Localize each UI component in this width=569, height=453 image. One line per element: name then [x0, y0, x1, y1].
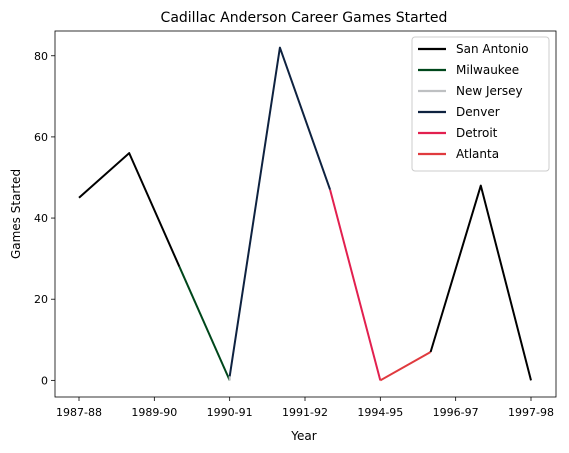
legend-entry: San Antonio — [456, 42, 529, 56]
y-tick-label: 20 — [34, 293, 48, 306]
legend-entry: Atlanta — [456, 147, 499, 161]
series-line-3 — [228, 46, 332, 377]
series-line-5 — [379, 351, 432, 382]
y-axis-label: Games Started — [9, 169, 23, 259]
y-tick-label: 40 — [34, 212, 48, 225]
chart-title: Cadillac Anderson Career Games Started — [161, 10, 448, 26]
series-line-4 — [329, 189, 382, 381]
x-axis: 1987-88 1989-90 1990-91 1991-92 1994-95 1996-… — [56, 397, 554, 419]
legend-entry: Denver — [456, 105, 500, 119]
y-tick-label: 80 — [34, 50, 48, 63]
legend-entry: Detroit — [456, 126, 498, 140]
x-tick-label: 1989-90 — [131, 406, 177, 419]
x-tick-label: 1997-98 — [508, 406, 554, 419]
x-tick-label: 1994-95 — [357, 406, 403, 419]
y-tick-label: 60 — [34, 131, 48, 144]
legend-entry: Milwaukee — [456, 63, 519, 77]
x-tick-label: 1996-97 — [433, 406, 479, 419]
legend-box — [411, 36, 550, 172]
y-axis: 0 20 40 60 80 — [34, 50, 55, 387]
x-tick-label: 1990-91 — [207, 406, 253, 419]
legend-entry: New Jersey — [456, 84, 523, 98]
y-tick-label: 0 — [41, 374, 48, 387]
x-axis-label: Year — [290, 429, 316, 443]
x-tick-label: 1991-92 — [282, 406, 328, 419]
plot-area — [78, 46, 532, 382]
legend: San Antonio Milwaukee New Jersey Denver Detr… — [411, 36, 550, 172]
series-line-1 — [178, 266, 231, 381]
series-line-0 — [78, 152, 181, 268]
series-line-6 — [429, 184, 532, 381]
plot-frame — [54, 30, 557, 398]
x-tick-label: 1987-88 — [56, 406, 102, 419]
